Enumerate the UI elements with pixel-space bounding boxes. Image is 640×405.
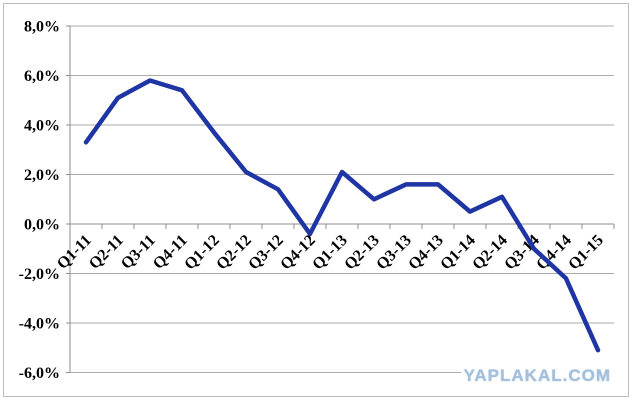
x-tick-label: Q4-11 — [150, 232, 191, 273]
x-tick-label: Q4-13 — [405, 232, 447, 274]
y-tick-label: 2,0% — [24, 167, 60, 184]
x-tick-label: Q3-13 — [373, 232, 415, 274]
x-tick-label: Q1-13 — [309, 232, 351, 274]
x-tick-label: Q3-12 — [245, 232, 287, 274]
x-tick-label: Q1-14 — [437, 232, 479, 274]
y-tick-label: 8,0% — [24, 19, 60, 36]
x-tick-label: Q1-11 — [54, 232, 95, 273]
x-tick-label: Q2-12 — [213, 232, 255, 274]
y-tick-label: -6,0% — [19, 365, 60, 382]
y-tick-label: -2,0% — [19, 266, 60, 283]
axes — [69, 26, 614, 373]
y-tick-label: 6,0% — [24, 68, 60, 85]
data-series-line — [83, 78, 601, 353]
x-tick-label: Q1-15 — [565, 232, 607, 274]
gridlines — [70, 25, 614, 373]
y-tick-label: -4,0% — [19, 316, 60, 333]
watermark: YAPLAKAL.COM — [460, 366, 614, 387]
x-tick-label: Q4-12 — [277, 232, 319, 274]
data-series — [83, 78, 601, 353]
y-tick-label: 0,0% — [24, 217, 60, 234]
x-axis-labels: Q1-11Q2-11Q3-11Q4-11Q1-12Q2-12Q3-12Q4-12… — [54, 232, 607, 274]
x-tick-label: Q2-14 — [469, 232, 511, 274]
x-tick-label: Q3-11 — [118, 232, 159, 273]
x-tick-label: Q2-11 — [86, 232, 127, 273]
x-tick-label: Q1-12 — [181, 232, 223, 274]
axis-ticks — [66, 25, 615, 373]
y-tick-label: 4,0% — [24, 118, 60, 135]
x-tick-label: Q2-13 — [341, 232, 383, 274]
y-axis-labels: 8,0% 6,0% 4,0% 2,0% 0,0% -2,0% -4,0% -6,0% — [19, 19, 60, 383]
